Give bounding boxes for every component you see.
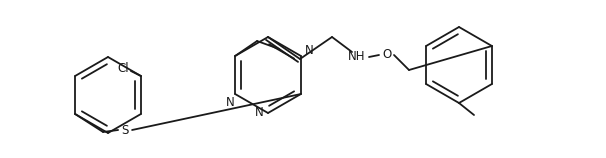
Text: N: N (255, 106, 264, 119)
Text: N: N (305, 45, 313, 58)
Text: Cl: Cl (117, 61, 128, 75)
Text: N: N (225, 95, 235, 109)
Text: NH: NH (348, 51, 366, 64)
Text: O: O (382, 49, 391, 61)
Text: S: S (121, 124, 129, 137)
